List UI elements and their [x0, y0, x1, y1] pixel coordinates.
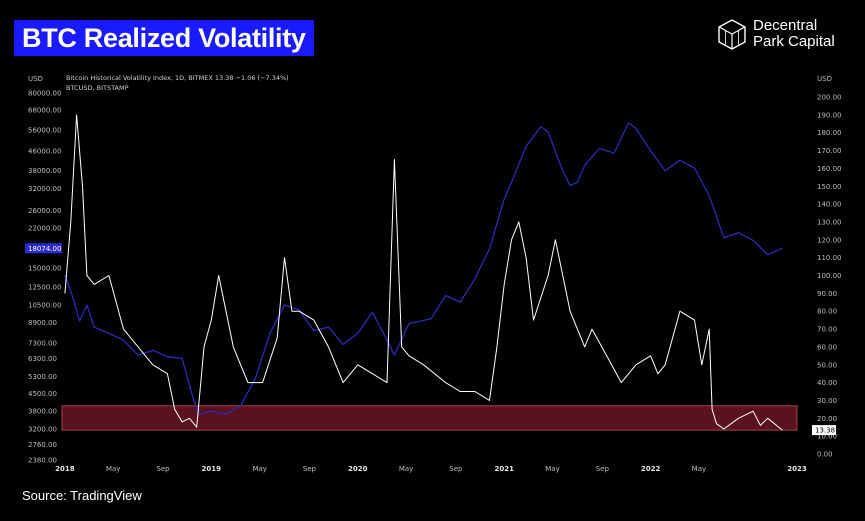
left-tick-label: 10500.00: [28, 302, 61, 310]
right-tick-label: 80.00: [817, 308, 837, 316]
x-tick-label: Sep: [449, 465, 463, 473]
x-tick-label: May: [252, 465, 266, 473]
left-tick-label: 12500.00: [28, 283, 61, 291]
right-tick-label: 40.00: [817, 379, 837, 387]
left-tick-label: 32000.00: [28, 185, 61, 193]
left-axis-unit: USD: [28, 75, 43, 83]
vol-last-label: 13.38: [815, 427, 835, 435]
left-tick-label: 15000.00: [28, 264, 61, 272]
right-tick-label: 130.00: [817, 218, 842, 226]
price-series-layer: [64, 122, 783, 415]
x-tick-label: 2019: [202, 465, 222, 473]
right-axis: USD 200.00 190.00 180.00 170.00 160.00 150.00 1…: [812, 75, 842, 459]
right-tick-label: 150.00: [817, 183, 842, 191]
right-tick-label: 190.00: [817, 111, 842, 119]
x-tick-label: Sep: [596, 465, 610, 473]
right-tick-label: 30.00: [817, 397, 837, 405]
right-tick-label: 160.00: [817, 165, 842, 173]
right-tick-label: 60.00: [817, 343, 837, 351]
right-tick-label: 180.00: [817, 129, 842, 137]
left-tick-label: 38000.00: [28, 167, 61, 175]
x-tick-label: Sep: [156, 465, 170, 473]
x-tick-label: May: [106, 465, 120, 473]
left-tick-label: 3800.00: [28, 408, 57, 416]
left-axis: USD 80000.00 68000.00 56000.00 46000.00 38000…: [25, 75, 62, 465]
x-axis: 2018 May Sep 2019 May Sep 2020 May Sep 2021 May Sep…: [55, 465, 807, 473]
right-tick-label: 90.00: [817, 290, 837, 298]
left-tick-label: 2380.00: [28, 457, 57, 465]
cube-logo-icon: [718, 19, 746, 50]
right-tick-label: 100.00: [817, 272, 842, 280]
legend: Bitcoin Historical Volatility Index, 1D,…: [66, 74, 289, 92]
brand-line-2: Park Capital: [753, 33, 835, 50]
x-tick-label: 2023: [787, 465, 807, 473]
low-volatility-band-layer: [61, 405, 798, 431]
left-tick-label: 68000.00: [28, 107, 61, 115]
left-tick-label: 56000.00: [28, 127, 61, 135]
right-tick-label: 140.00: [817, 201, 842, 209]
right-tick-label: 20.00: [817, 415, 837, 423]
right-tick-label: 70.00: [817, 326, 837, 334]
volatility-series-layer: [64, 114, 783, 431]
volatility-line: [64, 114, 783, 431]
brand: Decentral Park Capital: [717, 18, 835, 50]
x-tick-label: 2022: [641, 465, 661, 473]
right-axis-unit: USD: [817, 75, 832, 83]
left-tick-label: 8900.00: [28, 319, 57, 327]
left-tick-label: 3200.00: [28, 426, 57, 434]
x-tick-label: May: [399, 465, 413, 473]
left-tick-label: 22000.00: [28, 224, 61, 232]
left-tick-label: 5300.00: [28, 373, 57, 381]
left-tick-label: 80000.00: [28, 90, 61, 98]
chart-title: BTC Realized Volatility: [22, 22, 306, 53]
x-tick-label: Sep: [303, 465, 317, 473]
left-tick-label: 2760.00: [28, 441, 57, 449]
legend-price: BTCUSD, BITSTAMP: [66, 84, 129, 92]
right-tick-label: 0.00: [817, 451, 833, 459]
legend-volatility: Bitcoin Historical Volatility Index, 1D,…: [66, 74, 289, 82]
vol-last-badge: [812, 425, 836, 436]
left-tick-label: 4500.00: [28, 390, 57, 398]
left-tick-label: 46000.00: [28, 147, 61, 155]
left-tick-label: 26000.00: [28, 207, 61, 215]
x-tick-label: May: [692, 465, 706, 473]
right-tick-label: 110.00: [817, 254, 842, 262]
x-tick-label: 2021: [494, 465, 514, 473]
left-tick-label: 6300.00: [28, 355, 57, 363]
right-tick-label: 50.00: [817, 361, 837, 369]
x-tick-label: 2018: [55, 465, 75, 473]
right-tick-label: 10.00: [817, 433, 837, 441]
low-volatility-band: [61, 405, 798, 431]
left-tick-label: 7300.00: [28, 340, 57, 348]
price-last-badge: [25, 243, 62, 254]
source-note: Source: TradingView: [22, 488, 142, 503]
right-tick-label: 170.00: [817, 147, 842, 155]
right-tick-label: 120.00: [817, 236, 842, 244]
x-tick-label: 2020: [348, 465, 368, 473]
right-tick-label: 200.00: [817, 94, 842, 102]
brand-line-1: Decentral: [753, 17, 818, 34]
brand-name: Decentral Park Capital: [753, 18, 835, 50]
price-line: [64, 122, 783, 415]
price-last-label: 18074.00: [28, 245, 61, 253]
x-tick-label: May: [545, 465, 559, 473]
chart-title-box: BTC Realized Volatility: [14, 20, 314, 56]
